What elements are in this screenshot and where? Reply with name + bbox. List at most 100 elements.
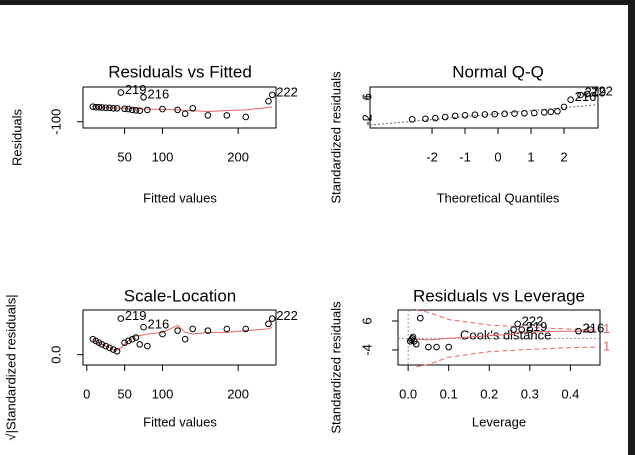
reference-line: [369, 104, 599, 126]
chart-title: Normal Q-Q: [452, 62, 544, 81]
point: [265, 320, 272, 328]
point-label: 219: [585, 85, 607, 100]
plot-frame: [82, 86, 277, 129]
point: [408, 116, 416, 123]
plot-frame: [82, 309, 277, 366]
point: [159, 105, 166, 113]
point: [481, 111, 489, 118]
y-tick-label: -2: [359, 114, 374, 126]
point: [433, 343, 440, 351]
point: [575, 327, 582, 335]
point: [417, 314, 424, 322]
point-label: 219: [125, 82, 147, 97]
point: [432, 114, 439, 122]
x-tick-label: 0.0: [399, 386, 417, 401]
point: [425, 343, 432, 351]
cooks-contour: [416, 309, 599, 331]
point: [514, 320, 521, 328]
point: [409, 333, 417, 341]
point: [451, 112, 459, 120]
point: [189, 325, 197, 333]
x-axis-label: Fitted values: [143, 414, 217, 429]
point: [445, 343, 453, 351]
point: [521, 109, 528, 117]
smooth-line: [92, 106, 273, 112]
x-tick-label: 200: [227, 386, 249, 401]
point: [98, 104, 106, 111]
window-edge: [0, 0, 635, 5]
point: [113, 347, 121, 355]
point: [106, 344, 113, 352]
point: [587, 326, 594, 333]
point: [102, 104, 110, 112]
point: [136, 341, 144, 348]
point: [98, 341, 106, 348]
window-edge: [628, 0, 635, 455]
point-label: 222: [522, 313, 544, 328]
point-label: 219: [125, 308, 147, 323]
contour-label: 1: [603, 338, 610, 353]
smooth-line: [92, 324, 273, 351]
point-label: 219: [526, 319, 548, 334]
point: [117, 89, 125, 96]
x-tick-label: 100: [152, 149, 174, 164]
point: [140, 323, 147, 331]
point: [265, 97, 272, 105]
y-tick-label: 6: [359, 317, 374, 324]
plot-frame: [369, 86, 599, 129]
x-tick-label: 0: [83, 386, 90, 401]
point: [144, 342, 151, 350]
point: [223, 325, 231, 333]
point: [567, 96, 574, 104]
point: [501, 110, 508, 118]
point: [140, 93, 147, 101]
point: [125, 105, 132, 113]
x-tick-label: 0: [494, 149, 501, 164]
x-tick-label: -1: [459, 149, 471, 164]
point: [554, 107, 561, 115]
point: [461, 111, 469, 119]
point: [102, 342, 110, 350]
y-tick-label: -100: [48, 109, 63, 135]
point: [136, 107, 144, 114]
chart-title: Residuals vs Leverage: [413, 286, 585, 305]
point: [117, 315, 125, 322]
x-tick-label: 200: [227, 149, 249, 164]
cooks-contour: [416, 346, 599, 368]
point: [132, 107, 140, 114]
x-tick-label: 0.1: [440, 386, 458, 401]
point: [540, 109, 548, 116]
point: [268, 315, 276, 322]
point: [242, 113, 250, 121]
point: [174, 327, 181, 334]
y-axis-label: Residuals: [9, 108, 24, 166]
point: [511, 110, 518, 117]
y-tick-label: 0.0: [48, 346, 63, 364]
point: [125, 337, 132, 345]
plot-frame: [397, 309, 601, 366]
contour-label: 1: [603, 321, 610, 336]
point: [121, 339, 128, 346]
point: [242, 325, 250, 333]
point: [174, 106, 181, 114]
point: [144, 106, 151, 114]
y-tick-label: 6: [359, 93, 374, 100]
point: [204, 112, 212, 119]
point: [121, 105, 128, 113]
point: [181, 335, 189, 343]
point: [159, 330, 166, 338]
point: [577, 91, 584, 99]
point: [491, 110, 499, 118]
point: [531, 109, 538, 117]
point: [441, 113, 449, 121]
point-label: 222: [276, 84, 298, 99]
x-axis-label: Leverage: [472, 414, 526, 429]
y-axis-label: Standardized residuals: [328, 301, 343, 434]
point: [181, 110, 189, 118]
point: [128, 335, 136, 343]
point: [526, 326, 534, 333]
y-axis-label: Standardized residuals: [328, 71, 343, 204]
point-label: 222: [276, 308, 298, 323]
point: [128, 106, 136, 114]
